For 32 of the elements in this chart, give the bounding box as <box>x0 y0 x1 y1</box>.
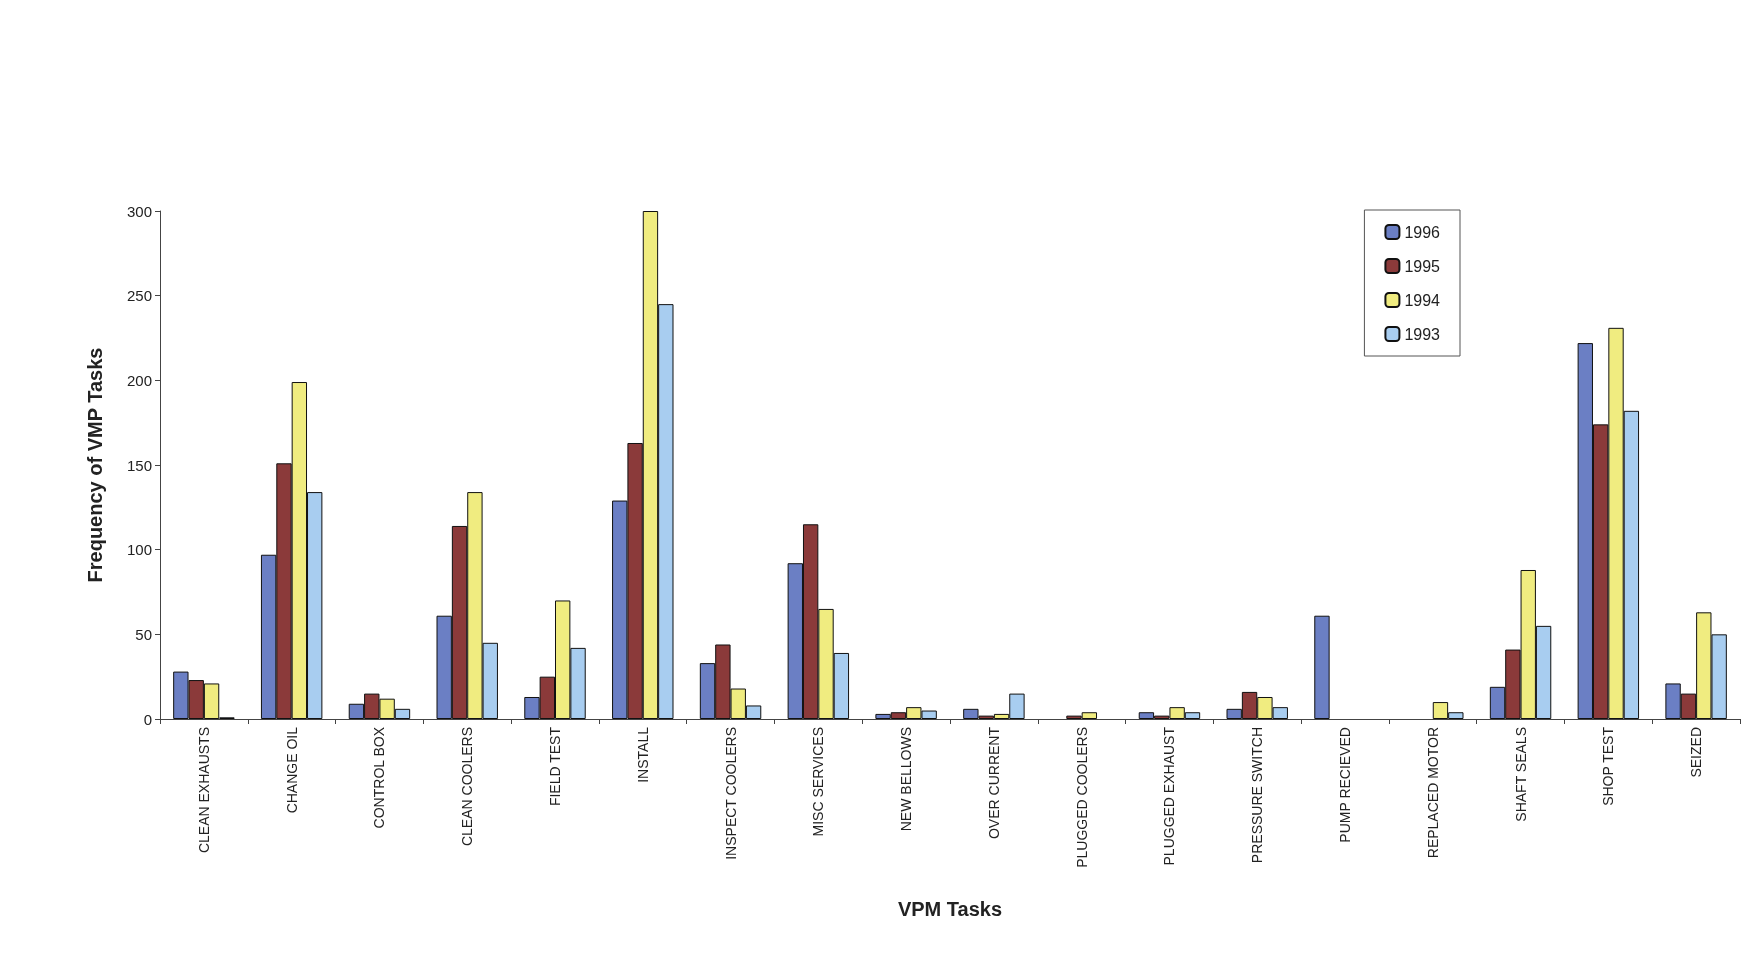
y-tick-label: 100 <box>126 541 152 559</box>
x-tick-label: FIELD TEST <box>547 726 563 807</box>
x-tick-label: INSPECT COOLERS <box>722 727 739 860</box>
legend-label: 1993 <box>1404 325 1441 343</box>
x-tick-label: PUMP RECIEVED <box>1337 727 1353 843</box>
x-tick-label: CONTROL BOX <box>371 726 388 829</box>
x-tick-label: REPLACED MOTOR <box>1424 727 1441 859</box>
x-tick-label: SHAFT SEALS <box>1512 727 1529 822</box>
x-tick-label: CLEAN COOLERS <box>459 727 476 847</box>
y-tick-label: 0 <box>143 710 152 728</box>
legend-label: 1994 <box>1404 291 1441 309</box>
x-tick-label: OVER CURRENT <box>985 726 1002 840</box>
bar <box>1314 615 1330 719</box>
x-tick-label: CHANGE OIL <box>283 726 300 814</box>
x-tick-label: MISC SERVICES <box>810 727 827 837</box>
y-tick-label: 200 <box>126 371 152 389</box>
y-tick-label: 250 <box>126 287 152 305</box>
x-tick-label: CLEAN EXHAUSTS <box>195 727 212 854</box>
x-tick-label: SEIZED <box>1688 727 1705 778</box>
x-tick-label: NEW BELLOWS <box>898 727 915 832</box>
y-tick-label: 300 <box>126 202 152 220</box>
x-tick-label: PLUGGED COOLERS <box>1073 727 1090 868</box>
x-tick-label: INSTALL <box>634 726 651 783</box>
x-tick-label: PLUGGED EXHAUST <box>1161 726 1178 866</box>
legend-label: 1996 <box>1404 223 1441 241</box>
x-tick-label: PRESSURE SWITCH <box>1249 727 1266 864</box>
x-tick-label: SHOP TEST <box>1600 726 1617 806</box>
x-axis-title: VPM Tasks <box>897 898 1003 920</box>
y-axis-title: Frequency of VMP Tasks <box>84 347 106 583</box>
y-tick-label: 150 <box>126 456 152 474</box>
legend-label: 1995 <box>1404 257 1441 275</box>
y-tick-label: 50 <box>135 625 152 643</box>
